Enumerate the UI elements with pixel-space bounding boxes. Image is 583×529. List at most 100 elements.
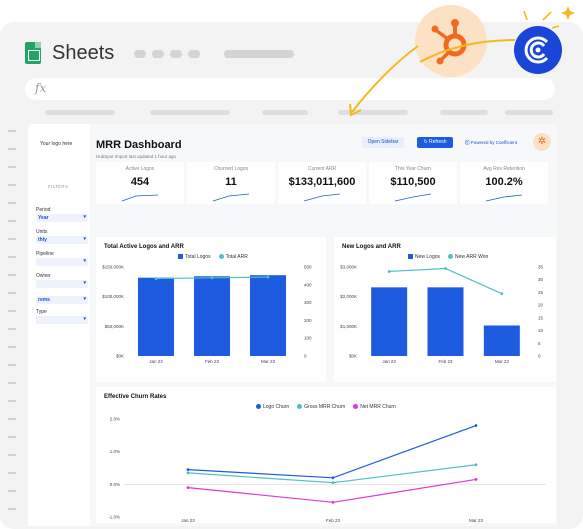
- y-right-tick-label: 0: [304, 354, 307, 359]
- filters-label: FILTERS: [48, 184, 69, 189]
- kpi-card: Current ARR $133,011,600: [278, 162, 366, 204]
- line-point: [387, 270, 391, 273]
- chart-svg: 2.0% 1.0% 0.0% -1.0% Jan 23 Feb 23 Mar 23: [108, 417, 546, 523]
- y-left-tick-label: $50,000K: [105, 324, 124, 329]
- line-point: [331, 476, 335, 480]
- y-right-tick-label: 30: [538, 277, 544, 282]
- hubspot-icon: [415, 5, 487, 77]
- coefficient-glyph: [524, 36, 549, 64]
- x-tick-label: Jan 23: [149, 359, 163, 364]
- kpi-value: 100.2%: [485, 176, 523, 188]
- y-right-tick-label: 10: [538, 328, 544, 333]
- kpi-value: 454: [130, 176, 150, 188]
- filter-pipeline-select[interactable]: [36, 258, 88, 266]
- y-right-tick-label: 20: [538, 303, 544, 308]
- hubspot-glyph: [431, 19, 467, 65]
- line-point: [186, 471, 190, 475]
- line-point: [444, 267, 447, 270]
- filter-owner-select[interactable]: [36, 280, 88, 288]
- y-left-tick-label: $0K: [349, 354, 357, 359]
- powered-by-link[interactable]: ⓒ Powered by Coefficient: [465, 140, 517, 146]
- open-sidebar-button[interactable]: Open Sidebar: [362, 137, 404, 148]
- page-subtitle: HubSpot Import last updated 1 hour ago: [96, 154, 177, 159]
- y-left-tick-label: $150,000K: [102, 265, 124, 270]
- x-tick-label: Mar 23: [495, 359, 510, 364]
- column-header-placeholder: [150, 110, 230, 115]
- series-line: [187, 464, 477, 484]
- kpi-label: Avg Rev Retention: [483, 166, 525, 172]
- y-left-tick-label: $100,000K: [102, 294, 124, 299]
- refresh-label: Refresh: [429, 139, 447, 145]
- y-right-tick-label: 25: [538, 290, 544, 295]
- y-right-tick-label: 0: [538, 354, 541, 359]
- bar: [427, 287, 464, 356]
- y-right-tick-label: 5: [538, 341, 541, 346]
- column-header-placeholder: [440, 110, 488, 115]
- y-left-tick-label: $2,000K: [340, 294, 357, 299]
- x-tick-label: Feb 23: [205, 359, 220, 364]
- line-point: [331, 481, 335, 485]
- filter-label: Owner: [36, 273, 51, 279]
- kpi-row: Active Logos 454 Churned Logos 11 Curren…: [96, 162, 548, 204]
- legend-swatch: [256, 404, 261, 410]
- filter-type-select[interactable]: [36, 316, 88, 324]
- coefficient-icon: [514, 26, 562, 74]
- legend-item: Gross MRR Churn: [297, 404, 345, 410]
- legend-item: Net MRR Churn: [353, 404, 396, 410]
- filter-items-select[interactable]: rems: [36, 296, 88, 304]
- x-tick-label: Jan 23: [181, 518, 195, 523]
- legend-swatch: [297, 404, 303, 410]
- dashboard-main: MRR Dashboard HubSpot Import last update…: [90, 124, 557, 526]
- line-point: [500, 292, 504, 296]
- chart-legend: New Logos New ARR Won: [408, 254, 488, 260]
- chart-svg: $150,000K $100,000K $50,000K $0K 500 400 300 20…: [102, 265, 312, 365]
- filter-period-select[interactable]: Year: [36, 214, 88, 222]
- filter-units-select[interactable]: thly: [36, 236, 88, 244]
- chart-new-logos-and-arr: New Logos and ARR New Logos New ARR Won …: [334, 237, 556, 382]
- column-header-placeholder: [262, 110, 308, 115]
- legend-label: Total Logos: [185, 254, 211, 260]
- kpi-value: 11: [225, 176, 237, 188]
- legend-label: Logo Churn: [263, 404, 290, 410]
- y-tick-label: 0.0%: [110, 482, 120, 487]
- x-tick-label: Mar 23: [261, 359, 276, 364]
- bar: [371, 287, 408, 356]
- formula-bar[interactable]: fx: [25, 78, 555, 100]
- line-point: [154, 277, 158, 280]
- chart-legend: Total Logos Total ARR: [178, 254, 248, 260]
- y-right-tick-label: 100: [304, 336, 312, 341]
- y-tick-label: 1.0%: [110, 449, 120, 454]
- y-left-tick-label: $1,000K: [340, 324, 357, 329]
- y-right-tick-label: 500: [304, 265, 312, 270]
- toolbar-placeholder-bar: [224, 50, 294, 58]
- sheet-canvas: Your logo here FILTERS Period Year Units…: [28, 124, 557, 526]
- chart-title: New Logos and ARR: [342, 244, 401, 250]
- refresh-icon: ↻: [423, 139, 430, 145]
- refresh-button[interactable]: ↻ Refresh: [417, 137, 453, 148]
- kpi-sparkline: [212, 193, 250, 202]
- line-point: [266, 275, 270, 279]
- page-title: MRR Dashboard: [96, 139, 182, 151]
- chart-effective-churn-rates: Effective Churn Rates Logo Churn Gross M…: [96, 387, 556, 523]
- legend-swatch: [408, 254, 413, 260]
- legend-label: Net MRR Churn: [360, 404, 396, 410]
- formula-fx-icon: fx: [35, 81, 47, 95]
- kpi-sparkline: [303, 193, 341, 202]
- y-tick-label: 2.0%: [110, 417, 120, 422]
- kpi-card: This Year Churn $110,500: [369, 162, 457, 204]
- x-tick-label: Jan 23: [382, 359, 396, 364]
- x-tick-label: Feb 23: [326, 518, 341, 523]
- filter-sidebar: Your logo here FILTERS Period Year Units…: [28, 124, 90, 526]
- x-tick-label: Mar 23: [469, 518, 484, 523]
- y-right-tick-label: 35: [538, 265, 544, 270]
- chart-title: Total Active Logos and ARR: [104, 244, 184, 250]
- legend-swatch: [178, 254, 183, 260]
- kpi-label: This Year Churn: [395, 166, 431, 172]
- kpi-sparkline: [394, 193, 432, 202]
- legend-label: New Logos: [415, 254, 441, 260]
- sheets-logo-icon[interactable]: [25, 42, 41, 64]
- toolbar-placeholders: [134, 50, 200, 58]
- line-point: [474, 463, 478, 467]
- sparkle-ray: [523, 10, 528, 21]
- legend-item: Logo Churn: [256, 404, 289, 410]
